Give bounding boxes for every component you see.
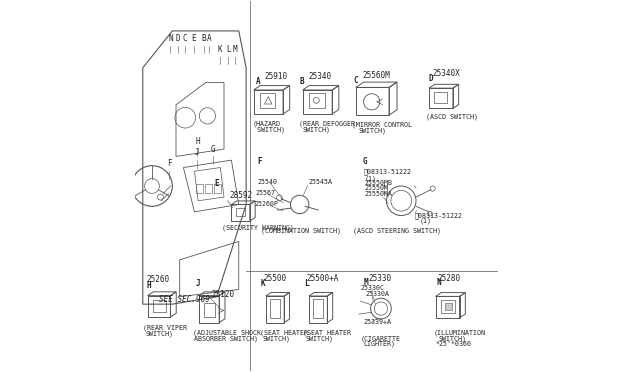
Text: SWITCH): SWITCH) — [306, 335, 334, 342]
Text: J: J — [195, 279, 200, 288]
Text: 25500+A: 25500+A — [306, 274, 339, 283]
Text: (MIRROR CONTROL: (MIRROR CONTROL — [352, 121, 412, 128]
Text: *25'*0360: *25'*0360 — [436, 341, 472, 347]
Text: 25560M: 25560M — [362, 71, 390, 80]
Text: (CIGARETTE: (CIGARETTE — [360, 335, 401, 342]
Text: Ⓝ08313-51222: Ⓝ08313-51222 — [414, 212, 462, 219]
Text: 25340: 25340 — [309, 72, 332, 81]
Text: SWITCH): SWITCH) — [253, 126, 285, 133]
Text: (ASCD SWITCH): (ASCD SWITCH) — [426, 114, 478, 120]
Text: L: L — [226, 45, 231, 54]
Text: G: G — [211, 145, 215, 154]
Text: SWITCH): SWITCH) — [358, 127, 386, 134]
Text: E: E — [215, 179, 220, 188]
Text: 25550M: 25550M — [364, 185, 388, 192]
Text: H: H — [147, 280, 151, 289]
Text: A: A — [207, 34, 212, 43]
Polygon shape — [445, 303, 452, 310]
Text: E: E — [191, 34, 196, 43]
Text: 25120: 25120 — [211, 290, 234, 299]
Text: SWITCH): SWITCH) — [263, 335, 291, 342]
Text: C: C — [353, 76, 358, 85]
Text: (1): (1) — [420, 218, 432, 224]
Text: 25330C: 25330C — [360, 285, 385, 291]
Text: (REAR VIPER: (REAR VIPER — [143, 325, 187, 331]
Text: H: H — [195, 137, 200, 146]
Text: (SEAT HEATER: (SEAT HEATER — [260, 330, 308, 336]
Text: (REAR DEFOGGER: (REAR DEFOGGER — [299, 120, 355, 126]
Text: ABSORBER SWITCH): ABSORBER SWITCH) — [194, 335, 258, 342]
Text: SWITCH): SWITCH) — [438, 335, 466, 342]
Text: SWITCH): SWITCH) — [146, 331, 173, 337]
Text: B: B — [202, 34, 206, 43]
Text: 25567: 25567 — [255, 190, 275, 196]
Text: (ILLUMINATION: (ILLUMINATION — [434, 330, 486, 336]
Text: G: G — [362, 157, 367, 166]
Text: 25330: 25330 — [369, 273, 392, 282]
Text: F: F — [167, 159, 172, 169]
Text: A: A — [255, 77, 260, 86]
Text: N: N — [168, 34, 173, 43]
Text: 25550MA: 25550MA — [364, 191, 392, 197]
Text: K: K — [261, 279, 266, 288]
Text: (SECURITY WARNING): (SECURITY WARNING) — [222, 225, 294, 231]
Text: (1): (1) — [364, 176, 376, 182]
Text: SEE SEC.969: SEE SEC.969 — [159, 295, 211, 304]
Text: 25540: 25540 — [257, 179, 277, 185]
Text: L: L — [305, 279, 309, 288]
Text: (COMBINATION SWITCH): (COMBINATION SWITCH) — [261, 227, 341, 234]
Text: M: M — [233, 45, 237, 54]
Text: 25280: 25280 — [437, 273, 461, 282]
Text: K: K — [218, 45, 223, 54]
Text: 28592: 28592 — [230, 191, 253, 200]
Text: 25550MB: 25550MB — [364, 180, 392, 186]
Text: (SEAT HEATER: (SEAT HEATER — [303, 330, 351, 336]
Text: 25340X: 25340X — [433, 69, 460, 78]
Text: N: N — [436, 278, 441, 287]
Text: LIGHTER): LIGHTER) — [364, 341, 396, 347]
Text: 25500: 25500 — [264, 274, 287, 283]
Text: 25910: 25910 — [264, 72, 288, 81]
Text: 25339+A: 25339+A — [363, 319, 391, 325]
Text: F: F — [257, 157, 262, 166]
Text: 25545A: 25545A — [309, 179, 333, 185]
Text: J: J — [195, 148, 200, 157]
Text: 25260: 25260 — [147, 275, 170, 284]
Text: D: D — [175, 34, 180, 43]
Text: (ASCD STEERING SWITCH): (ASCD STEERING SWITCH) — [353, 227, 441, 234]
Text: (HAZARD: (HAZARD — [253, 120, 281, 126]
Text: (ADJUSTABLE SHOCK: (ADJUSTABLE SHOCK — [193, 330, 260, 336]
Text: M: M — [363, 278, 368, 287]
Text: Ⓝ08313-51222: Ⓝ08313-51222 — [364, 168, 412, 175]
Text: B: B — [300, 77, 304, 86]
Text: 25330A: 25330A — [365, 291, 389, 297]
Text: SWITCH): SWITCH) — [303, 126, 331, 133]
Text: C: C — [183, 34, 188, 43]
Text: 25260P: 25260P — [254, 201, 278, 207]
Text: D: D — [429, 74, 433, 83]
